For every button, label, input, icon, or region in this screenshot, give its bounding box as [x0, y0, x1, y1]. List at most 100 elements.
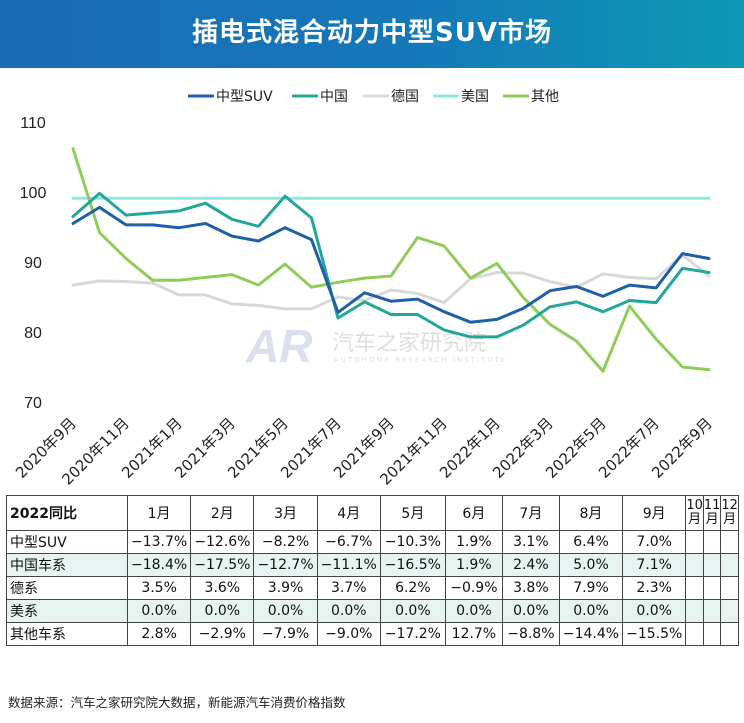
legend-label: 中国 — [320, 89, 348, 105]
table-cell: −15.5% — [622, 622, 687, 646]
table-cell: 0.0% — [622, 599, 687, 623]
empty-cell — [720, 599, 739, 623]
row-label: 德系 — [6, 576, 128, 600]
y-tick-label: 100 — [20, 185, 47, 202]
empty-cell — [685, 599, 704, 623]
table-cell: 0.0% — [190, 599, 255, 623]
empty-cell — [720, 622, 739, 646]
table-header: 4月 — [316, 495, 381, 531]
line-chart: 中型SUV 中国 德国 美国 其他 AR 汽车之家研究院 AUTOHOME RESEAR… — [12, 89, 716, 489]
table-row: 中型SUV −13.7% −12.6% −8.2% −6.7% −10.3% 1… — [6, 530, 739, 554]
table-header: 11月 — [702, 495, 722, 531]
table-cell: 1.9% — [444, 530, 503, 554]
row-label: 其他车系 — [6, 622, 128, 646]
table-cell: 3.9% — [253, 576, 318, 600]
legend-label: 中型SUV — [216, 89, 273, 105]
table-header: 8月 — [558, 495, 624, 531]
table-cell: 7.0% — [622, 530, 687, 554]
empty-cell — [720, 530, 739, 554]
table-cell: −17.2% — [379, 622, 446, 646]
y-axis: 70 80 90 100 110 — [20, 115, 47, 412]
table-header: 7月 — [501, 495, 560, 531]
table-header: 1月 — [126, 495, 192, 531]
table-cell: 2.3% — [622, 576, 687, 600]
y-tick-label: 90 — [24, 255, 42, 272]
table-cell: 2.4% — [501, 553, 560, 577]
table-cell: 0.0% — [558, 599, 624, 623]
table-header: 5月 — [379, 495, 446, 531]
table-cell: −0.9% — [444, 576, 503, 600]
x-axis: 2020年9月2020年11月2021年1月2021年3月2021年5月2021… — [12, 414, 716, 488]
table-cell: 6.2% — [379, 576, 446, 600]
row-label: 美系 — [6, 599, 128, 623]
table-cell: −17.5% — [190, 553, 255, 577]
table-cell: −18.4% — [126, 553, 192, 577]
table-cell: 2.8% — [126, 622, 192, 646]
table-cell: 7.1% — [622, 553, 687, 577]
table-cell: 0.0% — [379, 599, 446, 623]
row-label: 中国车系 — [6, 553, 128, 577]
legend-label: 其他 — [531, 89, 559, 105]
table-cell: 3.7% — [316, 576, 381, 600]
watermark-logo: AR — [245, 320, 312, 372]
page-title: 插电式混合动力中型SUV市场 — [192, 18, 552, 48]
series-lines — [71, 147, 711, 373]
watermark: AR 汽车之家研究院 AUTOHOME RESEARCH INSTITUTE — [245, 320, 507, 372]
table-cell: 3.5% — [126, 576, 192, 600]
table-cell: −14.4% — [558, 622, 624, 646]
table-cell: −12.6% — [190, 530, 255, 554]
table-header: 3月 — [253, 495, 318, 531]
table-cell: −16.5% — [379, 553, 446, 577]
table-cell: 3.1% — [501, 530, 560, 554]
series-line — [71, 191, 711, 339]
table-cell: −10.3% — [379, 530, 446, 554]
table-cell: 0.0% — [253, 599, 318, 623]
table-header: 9月 — [622, 495, 687, 531]
table-row: 其他车系 2.8% −2.9% −7.9% −9.0% −17.2% 12.7%… — [6, 622, 739, 646]
table-cell: 0.0% — [444, 599, 503, 623]
table-cell: 0.0% — [316, 599, 381, 623]
empty-cell — [685, 530, 704, 554]
table-cell: 6.4% — [558, 530, 624, 554]
legend-label: 德国 — [391, 89, 419, 105]
empty-cell — [720, 576, 739, 600]
y-tick-label: 110 — [20, 115, 46, 132]
y-tick-label: 80 — [24, 325, 42, 342]
table-cell: −11.1% — [316, 553, 381, 577]
empty-cell — [702, 530, 722, 554]
table-cell: 1.9% — [444, 553, 503, 577]
table-cell: 5.0% — [558, 553, 624, 577]
table-header: 12月 — [720, 495, 739, 531]
table-cell: 3.8% — [501, 576, 560, 600]
table-cell: 3.6% — [190, 576, 255, 600]
table-cell: −9.0% — [316, 622, 381, 646]
series-line — [71, 205, 711, 324]
empty-cell — [702, 599, 722, 623]
legend: 中型SUV 中国 德国 美国 其他 — [188, 89, 559, 105]
row-label: 中型SUV — [6, 530, 128, 554]
table-cell: 0.0% — [501, 599, 560, 623]
table-header: 10月 — [685, 495, 704, 531]
table-cell: −12.7% — [253, 553, 318, 577]
table-cell: −8.2% — [253, 530, 318, 554]
y-tick-label: 70 — [24, 395, 42, 412]
yoy-table: 2022同比 1月 2月 3月 4月 5月 6月 7月 8月 9月 10月 11… — [6, 495, 739, 646]
table-row: 中国车系 −18.4% −17.5% −12.7% −11.1% −16.5% … — [6, 553, 739, 577]
watermark-subtext: AUTOHOME RESEARCH INSTITUTE — [334, 356, 507, 364]
legend-label: 美国 — [461, 89, 489, 105]
table-cell: −8.8% — [501, 622, 560, 646]
table-cell: −6.7% — [316, 530, 381, 554]
empty-cell — [702, 622, 722, 646]
empty-cell — [685, 576, 704, 600]
table-corner: 2022同比 — [6, 495, 128, 531]
table-cell: 0.0% — [126, 599, 192, 623]
series-line — [71, 253, 711, 311]
table-row: 美系 0.0% 0.0% 0.0% 0.0% 0.0% 0.0% 0.0% 0.… — [6, 599, 739, 623]
table-header: 6月 — [444, 495, 503, 531]
empty-cell — [720, 553, 739, 577]
table-cell: 7.9% — [558, 576, 624, 600]
data-source-note: 数据来源：汽车之家研究院大数据，新能源汽车消费价格指数 — [8, 695, 346, 710]
table-header: 2月 — [190, 495, 255, 531]
empty-cell — [685, 553, 704, 577]
table-cell: −7.9% — [253, 622, 318, 646]
